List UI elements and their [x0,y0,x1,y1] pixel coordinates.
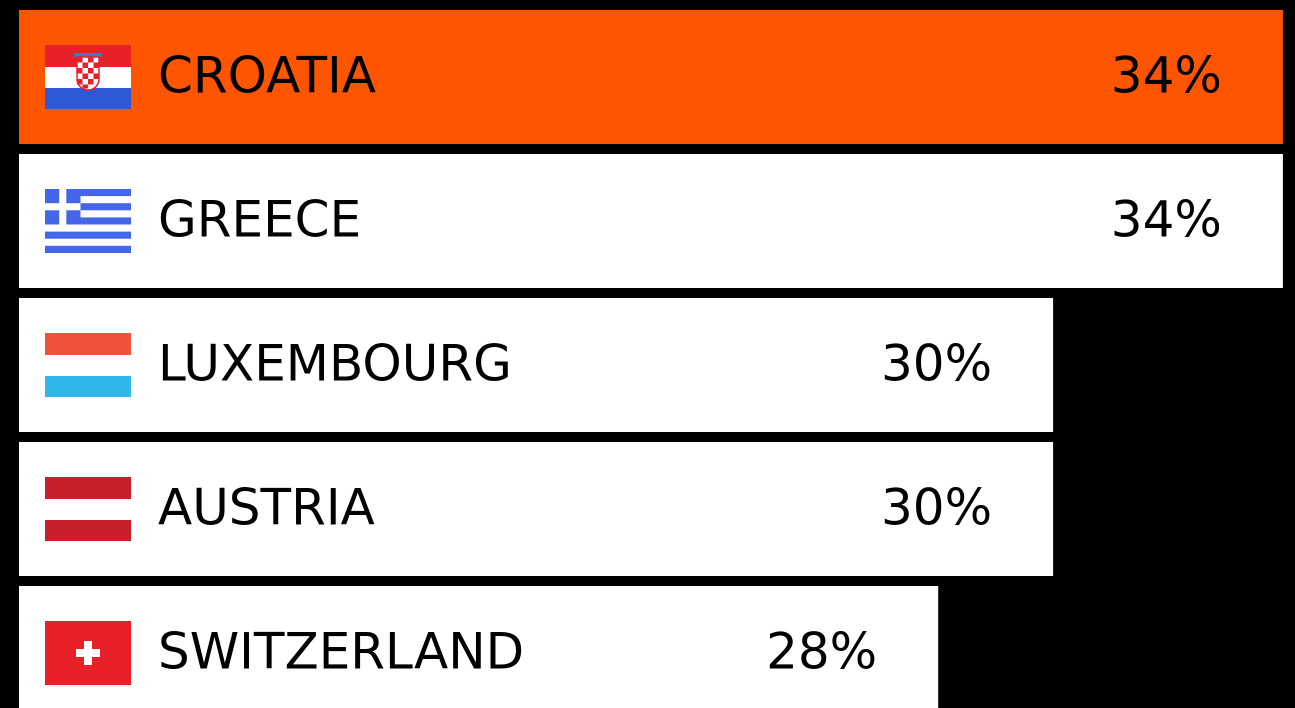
category-label: AUSTRIA [158,479,375,537]
bar [19,10,1283,144]
flag-greece [45,189,131,253]
flags [45,45,131,685]
flag-austria [45,477,131,541]
value-label: 30% [881,479,992,537]
value-label: 34% [1111,191,1222,249]
value-label: 28% [766,623,877,681]
category-label: SWITZERLAND [158,623,524,681]
category-label: LUXEMBOURG [158,335,512,393]
category-label: CROATIA [158,47,376,105]
value-label: 30% [881,335,992,393]
category-label: GREECE [158,191,361,249]
value-label: 34% [1111,47,1222,105]
bar [19,586,939,708]
bar [19,442,1054,576]
bar [19,298,1054,432]
flag-luxembourg [45,333,131,397]
bars: CROATIA 34% GREECE 34% LUXEMBOURG 30% AUSTRIA 3… [19,10,1283,708]
bar [19,154,1283,288]
flag-croatia [45,45,131,109]
flag-switzerland [45,621,131,685]
